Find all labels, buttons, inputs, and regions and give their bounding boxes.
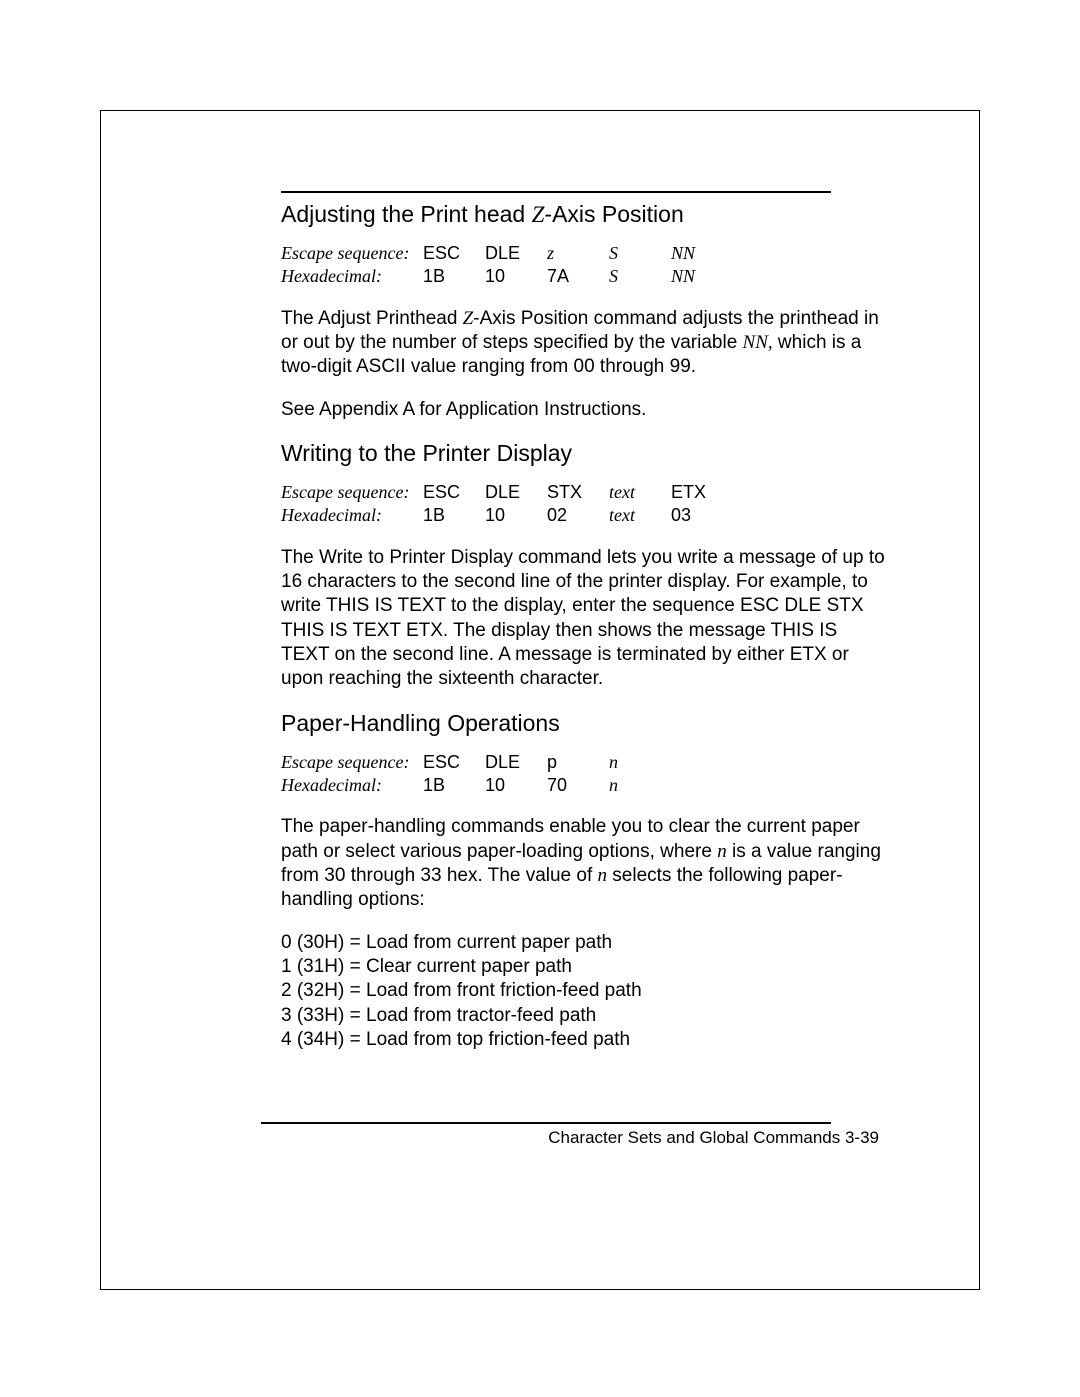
- seq-cell: DLE: [485, 751, 547, 774]
- title-part-c: -Axis Position: [544, 201, 683, 227]
- seq-cell: z: [547, 242, 609, 265]
- hex-label: Hexadecimal:: [281, 504, 423, 527]
- section2-title: Writing to the Printer Display: [281, 440, 889, 467]
- seq-cell: STX: [547, 481, 609, 504]
- seq-cell: DLE: [485, 242, 547, 265]
- p1-a: The Adjust Printhead: [281, 308, 463, 329]
- seq-cell: 10: [485, 774, 547, 797]
- seq-row-escape: Escape sequence: ESC DLE z S NN: [281, 242, 889, 265]
- page-frame: Adjusting the Print head Z-Axis Position…: [100, 110, 980, 1290]
- section1-sequence-table: Escape sequence: ESC DLE z S NN Hexadeci…: [281, 242, 889, 289]
- seq-cell: n: [609, 774, 671, 797]
- title-part-b: Z: [532, 202, 545, 227]
- seq-cell: S: [609, 242, 671, 265]
- section3-title: Paper-Handling Operations: [281, 710, 889, 737]
- section2-sequence-table: Escape sequence: ESC DLE STX text ETX He…: [281, 481, 889, 528]
- seq-cell: text: [609, 504, 671, 527]
- seq-cell: n: [609, 751, 671, 774]
- seq-cell: 1B: [423, 774, 485, 797]
- seq-cell: ETX: [671, 481, 733, 504]
- seq-cell: 1B: [423, 265, 485, 288]
- section3-sequence-table: Escape sequence: ESC DLE p n Hexadecimal…: [281, 751, 889, 798]
- p1-d: NN,: [743, 332, 773, 353]
- option-row: 3 (33H) = Load from tractor-feed path: [281, 1004, 889, 1028]
- seq-row-hex: Hexadecimal: 1B 10 7A S NN: [281, 265, 889, 288]
- option-row: 4 (34H) = Load from top friction-feed pa…: [281, 1028, 889, 1052]
- seq-cell: 03: [671, 504, 733, 527]
- seq-row-hex: Hexadecimal: 1B 10 70 n: [281, 774, 889, 797]
- seq-row-escape: Escape sequence: ESC DLE p n: [281, 751, 889, 774]
- escape-label: Escape sequence:: [281, 242, 423, 265]
- seq-cell: text: [609, 481, 671, 504]
- top-horizontal-rule: [281, 191, 831, 193]
- title-part-a: Adjusting the Print head: [281, 201, 532, 227]
- bottom-horizontal-rule: [261, 1122, 831, 1124]
- option-row: 1 (31H) = Clear current paper path: [281, 955, 889, 979]
- hex-label: Hexadecimal:: [281, 774, 423, 797]
- seq-cell: NN: [671, 242, 733, 265]
- seq-cell: 70: [547, 774, 609, 797]
- seq-cell: 10: [485, 504, 547, 527]
- option-row: 2 (32H) = Load from front friction-feed …: [281, 979, 889, 1003]
- section1-para2: See Appendix A for Application Instructi…: [281, 398, 889, 422]
- footer-page-number: 3-39: [845, 1128, 879, 1147]
- seq-cell: 02: [547, 504, 609, 527]
- seq-row-escape: Escape sequence: ESC DLE STX text ETX: [281, 481, 889, 504]
- seq-cell: NN: [671, 265, 733, 288]
- escape-label: Escape sequence:: [281, 481, 423, 504]
- section2-para: The Write to Printer Display command let…: [281, 546, 889, 692]
- option-row: 0 (30H) = Load from current paper path: [281, 931, 889, 955]
- seq-cell: S: [609, 265, 671, 288]
- p3-b: n: [717, 841, 727, 862]
- seq-cell: p: [547, 751, 609, 774]
- section1-para1: The Adjust Printhead Z-Axis Position com…: [281, 307, 889, 380]
- p1-b: Z: [463, 308, 474, 329]
- section1-title: Adjusting the Print head Z-Axis Position: [281, 201, 889, 228]
- hex-label: Hexadecimal:: [281, 265, 423, 288]
- escape-label: Escape sequence:: [281, 751, 423, 774]
- seq-cell: ESC: [423, 481, 485, 504]
- seq-cell: 1B: [423, 504, 485, 527]
- seq-cell: ESC: [423, 242, 485, 265]
- seq-cell: 10: [485, 265, 547, 288]
- footer-text: Character Sets and Global Commands: [548, 1128, 840, 1147]
- seq-cell: DLE: [485, 481, 547, 504]
- p3-d: n: [598, 865, 608, 886]
- paper-handling-options: 0 (30H) = Load from current paper path 1…: [281, 931, 889, 1053]
- page-footer: Character Sets and Global Commands 3-39: [281, 1128, 889, 1148]
- seq-cell: ESC: [423, 751, 485, 774]
- section3-para: The paper-handling commands enable you t…: [281, 815, 889, 912]
- seq-cell: 7A: [547, 265, 609, 288]
- seq-row-hex: Hexadecimal: 1B 10 02 text 03: [281, 504, 889, 527]
